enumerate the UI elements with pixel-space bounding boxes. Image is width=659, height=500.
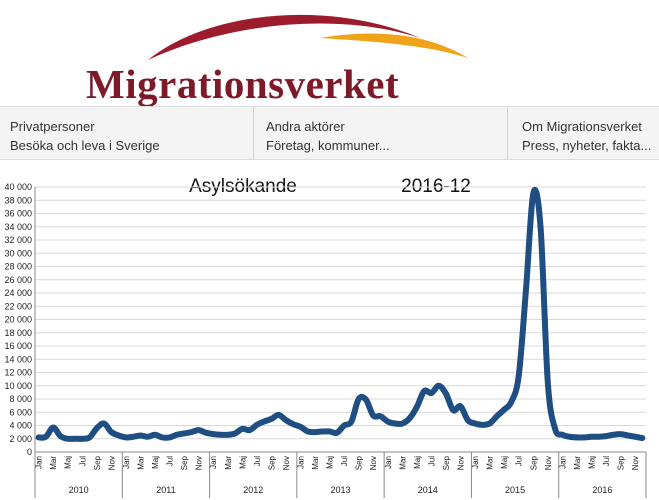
x-month-label: Jul [427,456,436,466]
y-tick-label: 6 000 [9,407,32,417]
x-month-label: Mar [486,456,495,470]
x-month-label: Mar [49,456,58,470]
y-axis: 0 2 000 4 000 6 000 8 000 10 000 12 000 14 000 1… [4,182,36,498]
y-tick-label: 32 000 [4,235,32,245]
x-month-label: Maj [151,456,160,469]
x-month-label: Sep [355,455,364,470]
x-month-label: Jan [296,456,305,469]
x-month-label: Maj [587,456,596,469]
x-axis: Jan Mar Maj Jul Sep Nov Jan Mar Maj Jul Sep Nov Jan M… [34,451,647,498]
x-month-label: Sep [267,455,276,470]
y-tick-label: 20 000 [4,315,32,325]
y-tick-label: 36 000 [4,209,32,219]
y-tick-label: 38 000 [4,195,32,205]
nav-item-andra-aktorer[interactable]: Andra aktörer Företag, kommuner... [256,107,508,159]
x-month-label: Nov [457,456,466,470]
y-tick-label: 30 000 [4,248,32,258]
y-tick-label: 40 000 [4,182,32,192]
x-month-label: Jan [209,456,218,469]
x-month-label: Sep [442,455,451,470]
x-month-label: Mar [224,456,233,470]
y-tick-label: 22 000 [4,301,32,311]
x-month-label: Maj [326,456,335,469]
y-tick-label: 16 000 [4,341,32,351]
main-navigation: Privatpersoner Besöka och leva i Sverige… [0,106,659,160]
x-month-label: Maj [64,456,73,469]
x-month-label: Nov [544,456,553,470]
x-month-label: Mar [398,456,407,470]
y-tick-label: 12 000 [4,368,32,378]
x-year-label: 2015 [505,485,525,495]
x-month-label: Jul [166,456,175,466]
x-year-label: 2012 [243,485,263,495]
y-tick-label: 0 [27,447,32,457]
x-year-label: 2016 [592,485,612,495]
x-month-label: Jul [253,456,262,466]
x-month-label: Jan [122,456,131,469]
y-tick-label: 8 000 [9,394,32,404]
x-month-label: Sep [617,455,626,470]
x-month-label: Jan [558,456,567,469]
x-month-label: Jul [78,456,87,466]
x-month-label: Jan [35,456,44,469]
y-tick-label: 26 000 [4,275,32,285]
x-month-label: Sep [180,455,189,470]
x-month-label: Nov [631,456,640,470]
x-month-label: Jul [515,456,524,466]
x-month-label: Maj [413,456,422,469]
y-tick-label: 34 000 [4,222,32,232]
series-line [35,186,646,442]
y-tick-label: 24 000 [4,288,32,298]
nav-item-subtitle: Press, nyheter, fakta... [522,138,652,153]
x-month-label: Jul [340,456,349,466]
nav-item-title: Andra aktörer [266,119,345,134]
y-tick-label: 2 000 [9,434,32,444]
site-logo[interactable]: Migrationsverket [86,61,400,107]
x-year-label: 2013 [330,485,350,495]
nav-item-title: Om Migrationsverket [522,119,642,134]
x-month-label: Nov [369,456,378,470]
y-tick-label: 18 000 [4,328,32,338]
x-month-label: Mar [136,456,145,470]
x-month-label: Jan [471,456,480,469]
y-tick-label: 28 000 [4,262,32,272]
x-month-label: Maj [500,456,509,469]
x-month-label: Jul [602,456,611,466]
nav-item-privatpersoner[interactable]: Privatpersoner Besöka och leva i Sverige [0,107,254,159]
x-month-label: Sep [529,455,538,470]
x-year-label: 2011 [156,485,175,495]
x-month-label: Sep [93,455,102,470]
x-year-label: 2010 [69,485,89,495]
site-header: Migrationsverket [0,0,659,107]
nav-item-subtitle: Besöka och leva i Sverige [10,138,160,153]
nav-item-subtitle: Företag, kommuner... [266,138,390,153]
x-month-label: Nov [282,456,291,470]
nav-item-title: Privatpersoner [10,119,95,134]
y-tick-label: 4 000 [9,421,32,431]
x-month-label: Mar [573,456,582,470]
x-year-label: 2014 [418,485,438,495]
chart-grid [35,186,646,453]
x-month-label: Maj [238,456,247,469]
x-month-label: Nov [107,456,116,470]
y-tick-label: 10 000 [4,381,32,391]
x-month-label: Jan [384,456,393,469]
x-month-label: Nov [195,456,204,470]
logo-arc-icon [148,14,468,60]
y-tick-label: 14 000 [4,354,32,364]
x-month-label: Mar [311,456,320,470]
nav-item-om-migrationsverket[interactable]: Om Migrationsverket Press, nyheter, fakt… [512,107,659,159]
